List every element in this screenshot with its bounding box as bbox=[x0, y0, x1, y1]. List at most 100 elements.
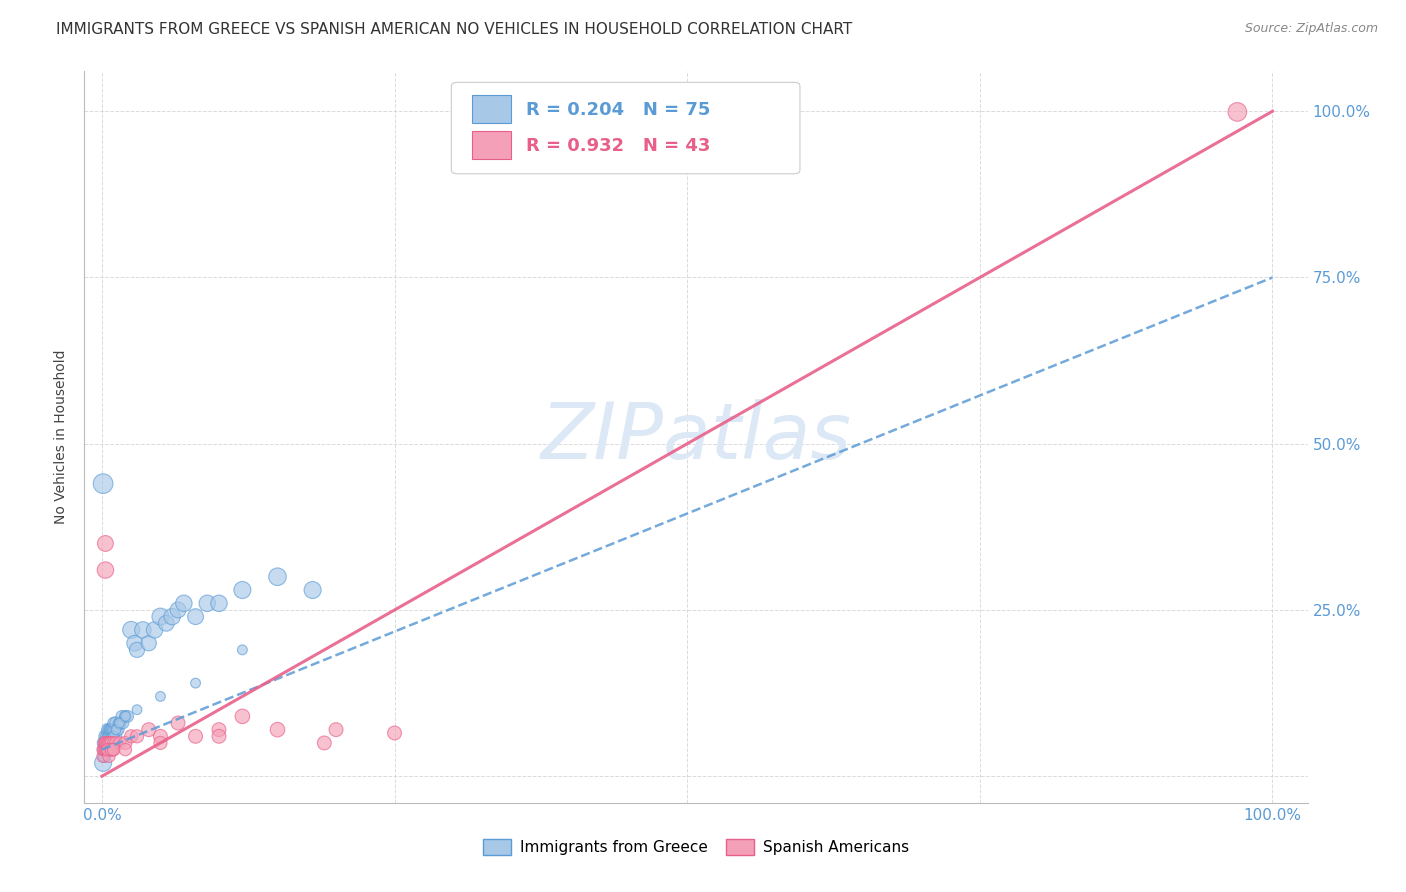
FancyBboxPatch shape bbox=[472, 131, 512, 159]
Point bbox=[384, 726, 406, 740]
Point bbox=[104, 736, 127, 750]
Point bbox=[91, 749, 114, 764]
Point bbox=[111, 709, 134, 723]
Point bbox=[100, 742, 122, 756]
Point bbox=[93, 736, 115, 750]
Y-axis label: No Vehicles in Household: No Vehicles in Household bbox=[55, 350, 69, 524]
Point bbox=[101, 736, 124, 750]
Point bbox=[103, 736, 125, 750]
Point bbox=[91, 756, 114, 770]
Point bbox=[97, 736, 120, 750]
Point bbox=[266, 570, 288, 584]
Text: ZIPatlas: ZIPatlas bbox=[540, 399, 852, 475]
Point bbox=[155, 616, 177, 631]
Text: Source: ZipAtlas.com: Source: ZipAtlas.com bbox=[1244, 22, 1378, 36]
Point bbox=[100, 723, 122, 737]
Point bbox=[208, 729, 231, 743]
Point bbox=[208, 723, 231, 737]
Point bbox=[98, 736, 121, 750]
Text: R = 0.204   N = 75: R = 0.204 N = 75 bbox=[526, 101, 710, 120]
Point bbox=[138, 723, 160, 737]
Point bbox=[98, 729, 121, 743]
Point bbox=[184, 676, 207, 690]
Point bbox=[101, 742, 124, 756]
Point bbox=[108, 716, 131, 731]
Point bbox=[114, 736, 136, 750]
Point bbox=[96, 742, 118, 756]
Point bbox=[184, 729, 207, 743]
Point bbox=[138, 636, 160, 650]
Point bbox=[103, 742, 125, 756]
Point bbox=[97, 749, 120, 764]
Point bbox=[125, 643, 148, 657]
Point bbox=[91, 749, 114, 764]
Point bbox=[94, 742, 117, 756]
Point bbox=[103, 729, 125, 743]
Point bbox=[94, 729, 117, 743]
Point bbox=[100, 742, 122, 756]
Point bbox=[94, 742, 117, 756]
Point bbox=[104, 723, 127, 737]
Point bbox=[98, 723, 121, 737]
Point bbox=[100, 729, 122, 743]
Point bbox=[97, 723, 120, 737]
Point bbox=[100, 736, 122, 750]
Legend: Immigrants from Greece, Spanish Americans: Immigrants from Greece, Spanish American… bbox=[477, 833, 915, 861]
Point bbox=[97, 742, 120, 756]
Point bbox=[103, 729, 125, 743]
Point bbox=[125, 703, 148, 717]
Point bbox=[120, 729, 142, 743]
Point bbox=[104, 729, 127, 743]
Point bbox=[96, 736, 118, 750]
Point bbox=[108, 736, 131, 750]
Text: IMMIGRANTS FROM GREECE VS SPANISH AMERICAN NO VEHICLES IN HOUSEHOLD CORRELATION : IMMIGRANTS FROM GREECE VS SPANISH AMERIC… bbox=[56, 22, 852, 37]
Point bbox=[104, 723, 127, 737]
Point bbox=[149, 736, 172, 750]
Point bbox=[110, 716, 132, 731]
Point bbox=[184, 609, 207, 624]
Point bbox=[96, 729, 118, 743]
Point bbox=[124, 636, 146, 650]
Point bbox=[93, 742, 115, 756]
Point bbox=[325, 723, 347, 737]
Point bbox=[231, 709, 253, 723]
Point bbox=[94, 736, 117, 750]
Point bbox=[208, 596, 231, 610]
Point bbox=[167, 603, 190, 617]
Text: R = 0.932   N = 43: R = 0.932 N = 43 bbox=[526, 137, 710, 155]
Point bbox=[97, 742, 120, 756]
FancyBboxPatch shape bbox=[472, 95, 512, 122]
Point bbox=[104, 716, 127, 731]
Point bbox=[117, 709, 139, 723]
Point bbox=[94, 736, 117, 750]
Point bbox=[149, 609, 172, 624]
Point bbox=[97, 742, 120, 756]
Point bbox=[301, 582, 323, 597]
Point bbox=[96, 736, 118, 750]
Point bbox=[108, 716, 131, 731]
Point bbox=[167, 716, 190, 731]
Point bbox=[101, 729, 124, 743]
Point bbox=[103, 742, 125, 756]
Point bbox=[266, 723, 288, 737]
Point bbox=[98, 736, 121, 750]
Point bbox=[97, 736, 120, 750]
Point bbox=[105, 723, 128, 737]
Point bbox=[132, 623, 155, 637]
Point bbox=[98, 742, 121, 756]
Point bbox=[96, 742, 118, 756]
Point bbox=[93, 749, 115, 764]
Point bbox=[100, 742, 122, 756]
Point bbox=[114, 709, 136, 723]
Point bbox=[195, 596, 218, 610]
Point bbox=[120, 623, 142, 637]
Point bbox=[97, 736, 120, 750]
Point bbox=[100, 736, 122, 750]
Point bbox=[97, 736, 120, 750]
Point bbox=[173, 596, 195, 610]
Point bbox=[91, 476, 114, 491]
Point bbox=[143, 623, 166, 637]
Point bbox=[125, 729, 148, 743]
Point bbox=[314, 736, 336, 750]
Point bbox=[93, 742, 115, 756]
